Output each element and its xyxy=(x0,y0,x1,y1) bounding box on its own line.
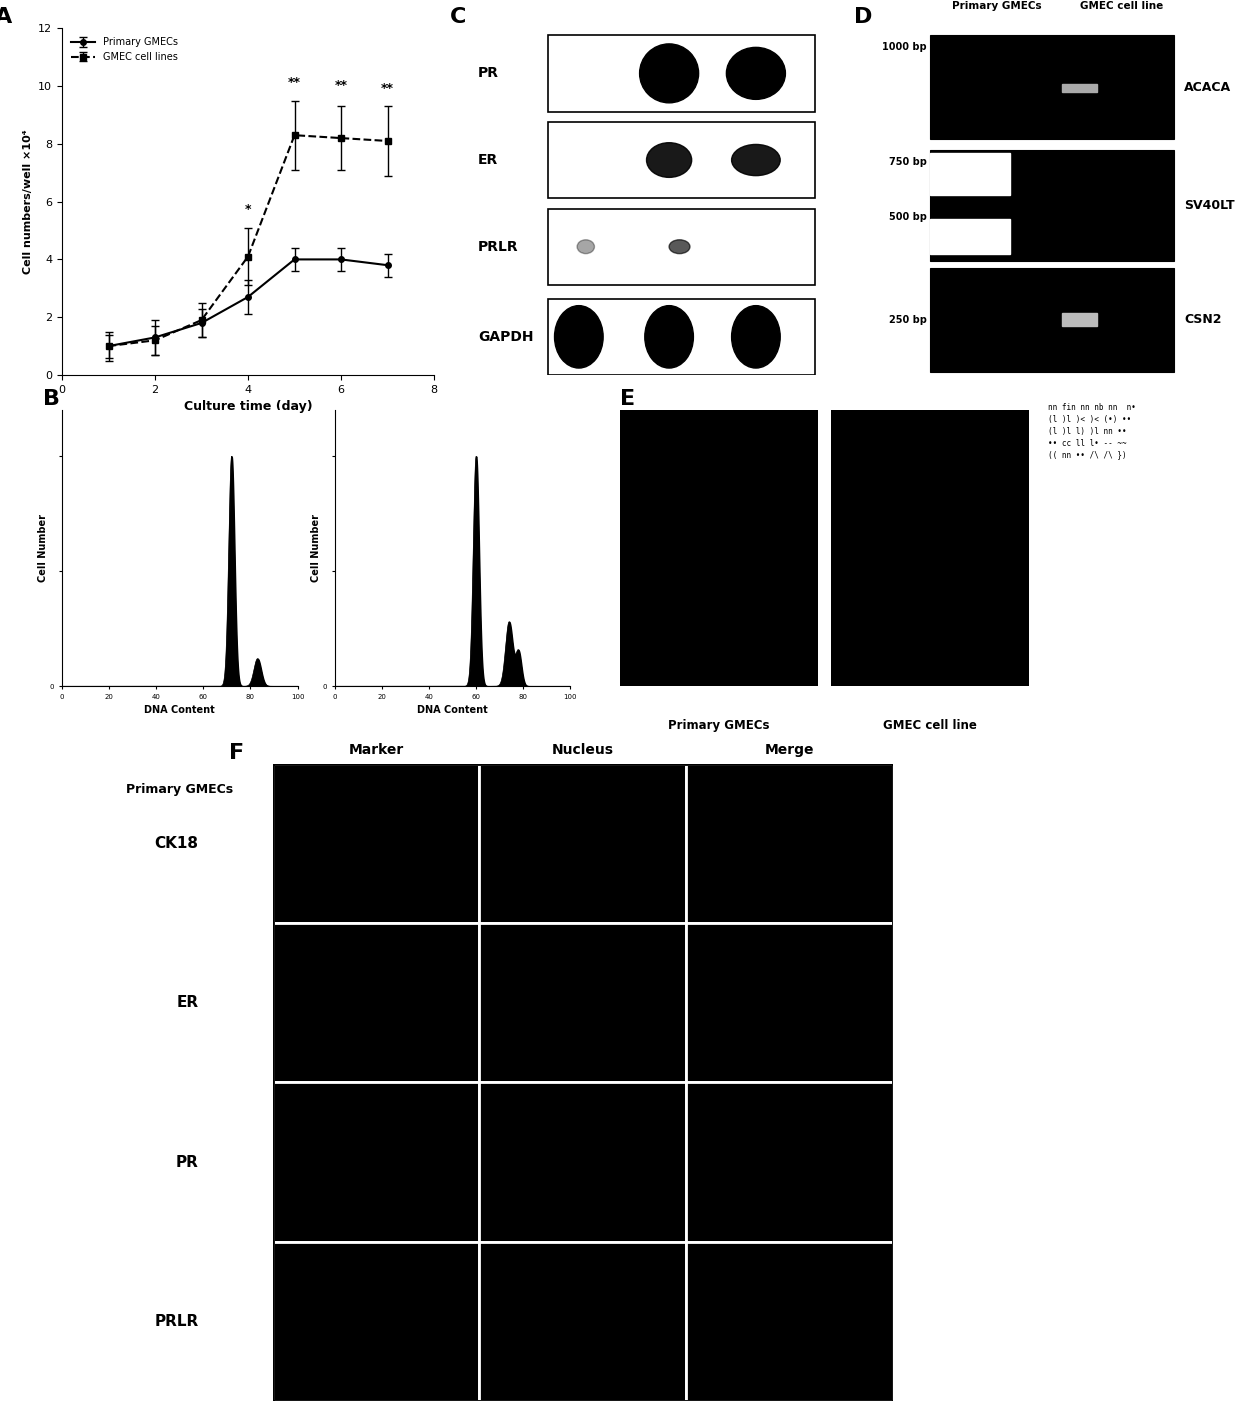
Text: Primary GMECs: Primary GMECs xyxy=(126,782,233,795)
Text: Marker: Marker xyxy=(348,743,404,757)
Text: GMEC cell line: GMEC cell line xyxy=(883,719,977,733)
Bar xyxy=(930,150,1173,260)
Text: PR: PR xyxy=(176,1155,198,1170)
Text: Primary GMECs: Primary GMECs xyxy=(951,1,1042,11)
Bar xyxy=(480,764,686,924)
Bar xyxy=(686,1242,893,1401)
Text: **: ** xyxy=(381,82,394,95)
Bar xyxy=(273,764,480,924)
Bar xyxy=(548,35,815,112)
Text: nn fin nn nb nn  n•
(l )l )< )< (•) ••
(l )l l) )l nn ••
•• cc ll l• -- ~~
(( nn: nn fin nn nb nn n• (l )l )< )< (•) •• (l… xyxy=(1048,403,1136,460)
Bar xyxy=(1063,313,1097,327)
Bar xyxy=(1063,83,1097,92)
X-axis label: DNA Content: DNA Content xyxy=(417,706,489,716)
Ellipse shape xyxy=(732,306,780,368)
Bar xyxy=(930,153,1011,195)
Text: ACACA: ACACA xyxy=(1184,81,1231,93)
Ellipse shape xyxy=(645,306,693,368)
Bar xyxy=(930,35,1173,139)
Bar xyxy=(930,267,1173,372)
Text: **: ** xyxy=(288,76,301,89)
Text: 250 bp: 250 bp xyxy=(889,314,928,324)
Bar xyxy=(548,299,815,375)
Bar xyxy=(686,1082,893,1242)
Legend: Primary GMECs, GMEC cell lines: Primary GMECs, GMEC cell lines xyxy=(67,33,182,67)
Ellipse shape xyxy=(646,143,692,177)
Text: CSN2: CSN2 xyxy=(1184,313,1221,325)
X-axis label: DNA Content: DNA Content xyxy=(144,706,216,716)
Y-axis label: Cell Number: Cell Number xyxy=(38,514,48,583)
Text: D: D xyxy=(854,7,873,27)
Bar xyxy=(548,208,815,284)
Bar xyxy=(273,1242,480,1401)
Text: 500 bp: 500 bp xyxy=(889,212,928,222)
Text: C: C xyxy=(450,7,466,27)
Text: SV40LT: SV40LT xyxy=(1184,198,1235,212)
Text: A: A xyxy=(0,7,12,27)
Text: CK18: CK18 xyxy=(155,836,198,852)
Ellipse shape xyxy=(554,306,603,368)
Text: PR: PR xyxy=(479,67,500,81)
Y-axis label: Cell Number: Cell Number xyxy=(311,514,321,583)
Text: Primary GMECs: Primary GMECs xyxy=(668,719,770,733)
Text: GMEC cell line: GMEC cell line xyxy=(1080,1,1163,11)
Ellipse shape xyxy=(670,239,689,253)
Text: E: E xyxy=(620,389,635,409)
Text: 1000 bp: 1000 bp xyxy=(883,42,928,52)
Text: Merge: Merge xyxy=(765,743,815,757)
Bar xyxy=(273,924,480,1082)
Bar xyxy=(480,1082,686,1242)
Bar xyxy=(480,1242,686,1401)
Text: F: F xyxy=(229,743,244,763)
Bar xyxy=(930,219,1011,253)
Ellipse shape xyxy=(640,44,698,103)
Bar xyxy=(548,122,815,198)
X-axis label: Culture time (day): Culture time (day) xyxy=(184,400,312,413)
Bar xyxy=(686,924,893,1082)
Ellipse shape xyxy=(732,144,780,175)
Text: 750 bp: 750 bp xyxy=(889,157,928,167)
Text: ER: ER xyxy=(176,995,198,1010)
Ellipse shape xyxy=(577,239,594,253)
Text: **: ** xyxy=(335,79,347,92)
Text: PRLR: PRLR xyxy=(154,1313,198,1329)
Bar xyxy=(686,764,893,924)
Y-axis label: Cell numbers/well ×10⁴: Cell numbers/well ×10⁴ xyxy=(22,129,32,275)
Text: GMEC cell line: GMEC cell line xyxy=(403,782,502,795)
Text: Nucleus: Nucleus xyxy=(552,743,614,757)
Bar xyxy=(480,924,686,1082)
Ellipse shape xyxy=(727,47,785,99)
Text: PRLR: PRLR xyxy=(479,239,518,253)
Text: ER: ER xyxy=(479,153,498,167)
Text: B: B xyxy=(43,389,61,409)
Text: *: * xyxy=(244,204,252,216)
Bar xyxy=(273,1082,480,1242)
Text: GAPDH: GAPDH xyxy=(479,330,533,344)
